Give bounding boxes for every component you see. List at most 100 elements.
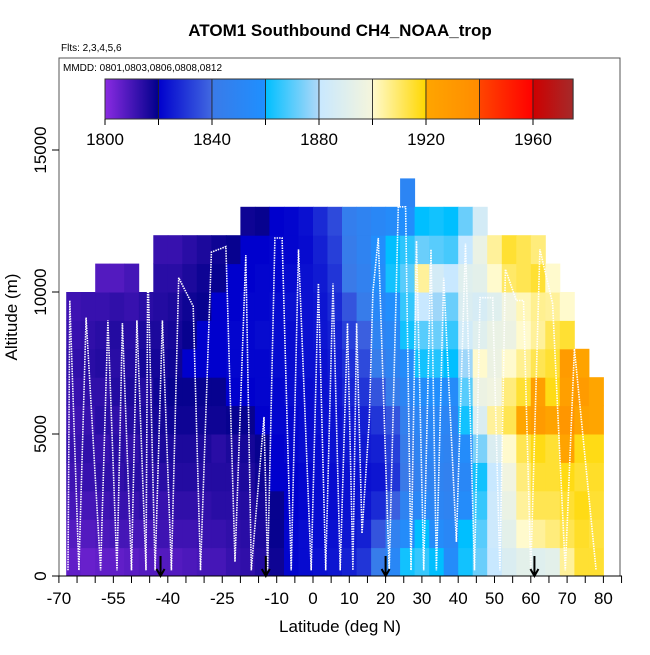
x-tick-label: 50 bbox=[485, 589, 504, 608]
curtain-cell bbox=[240, 462, 256, 492]
curtain-cell bbox=[414, 405, 430, 435]
curtain-cell bbox=[472, 405, 488, 435]
curtain-cell bbox=[400, 263, 416, 293]
curtain-cell bbox=[196, 547, 212, 577]
curtain-cell bbox=[269, 320, 285, 350]
curtain-cell bbox=[487, 490, 503, 520]
curtain-cell bbox=[530, 490, 546, 520]
curtain-cell bbox=[371, 462, 387, 492]
curtain-cell bbox=[167, 405, 183, 435]
curtain-cell bbox=[443, 462, 459, 492]
curtain-cell bbox=[298, 377, 314, 407]
curtain-cell bbox=[153, 490, 169, 520]
curtain-cell bbox=[66, 547, 82, 577]
curtain-cell bbox=[284, 235, 299, 265]
curtain-cell bbox=[167, 462, 183, 492]
curtain-cell bbox=[487, 320, 503, 350]
colorbar-segment bbox=[318, 78, 373, 120]
curtain-cell bbox=[327, 206, 343, 236]
curtain-cell bbox=[240, 490, 256, 520]
curtain-cell bbox=[167, 490, 183, 520]
curtain-cell bbox=[66, 292, 82, 321]
curtain-cell bbox=[182, 547, 198, 577]
curtain-cell bbox=[501, 292, 517, 321]
curtain-cell bbox=[211, 519, 227, 549]
x-tick-label: 10 bbox=[340, 589, 359, 608]
curtain-cell bbox=[472, 263, 488, 293]
curtain-cell bbox=[196, 377, 212, 407]
curtain-cell bbox=[95, 434, 111, 463]
curtain-cell bbox=[298, 348, 314, 378]
curtain-cell bbox=[138, 292, 154, 321]
curtain-cell bbox=[501, 434, 517, 463]
curtain-cell bbox=[167, 519, 183, 549]
curtain-cell bbox=[327, 490, 343, 520]
curtain-cell bbox=[472, 206, 488, 236]
curtain-cell bbox=[254, 462, 270, 492]
curtain-cell bbox=[124, 377, 140, 407]
curtain-cell bbox=[458, 206, 474, 236]
curtain-cell bbox=[574, 377, 590, 407]
curtain-cell bbox=[167, 292, 183, 321]
curtain-cell bbox=[400, 434, 416, 463]
curtain-cell bbox=[545, 490, 561, 520]
curtain-cell bbox=[356, 292, 372, 321]
curtain-cell bbox=[342, 320, 357, 350]
curtain-cell bbox=[254, 405, 270, 435]
curtain-cell bbox=[588, 490, 604, 520]
curtain-cell bbox=[95, 462, 111, 492]
colorbar-segment bbox=[372, 78, 427, 120]
curtain-cell bbox=[458, 320, 474, 350]
curtain-cell bbox=[269, 519, 285, 549]
curtain-cell bbox=[530, 462, 546, 492]
curtain-cell bbox=[269, 490, 285, 520]
curtain-cell bbox=[385, 377, 401, 407]
curtain-cell bbox=[240, 263, 256, 293]
curtain-cell bbox=[342, 263, 357, 293]
curtain-cell bbox=[298, 320, 314, 350]
curtain-cell bbox=[254, 206, 270, 236]
curtain-cell bbox=[313, 206, 328, 236]
curtain-cell bbox=[414, 348, 430, 378]
curtain-cell bbox=[124, 263, 140, 293]
curtain-cell bbox=[298, 547, 314, 577]
curtain-cell bbox=[400, 490, 416, 520]
curtain-cell bbox=[530, 348, 546, 378]
curtain-cell bbox=[167, 434, 183, 463]
curtain-cell bbox=[167, 235, 183, 265]
curtain-cell bbox=[342, 405, 357, 435]
curtain-cell bbox=[443, 519, 459, 549]
curtain-cell bbox=[516, 377, 532, 407]
curtain-cell bbox=[313, 462, 328, 492]
curtain-cell bbox=[153, 292, 169, 321]
curtain-cell bbox=[153, 405, 169, 435]
curtain-cell bbox=[196, 235, 212, 265]
curtain-cell bbox=[211, 292, 227, 321]
curtain-cell bbox=[356, 348, 372, 378]
x-tick-label: 20 bbox=[376, 589, 395, 608]
curtain-cell bbox=[284, 206, 299, 236]
curtain-cell bbox=[588, 405, 604, 435]
curtain-cell bbox=[545, 519, 561, 549]
curtain-cell bbox=[458, 519, 474, 549]
curtain-cell bbox=[371, 405, 387, 435]
curtain-cell bbox=[327, 292, 343, 321]
curtain-cell bbox=[414, 292, 430, 321]
curtain-cell bbox=[574, 547, 590, 577]
curtain-cell bbox=[124, 292, 140, 321]
curtain-cell bbox=[211, 348, 227, 378]
curtain-cell bbox=[167, 377, 183, 407]
curtain-cell bbox=[487, 292, 503, 321]
curtain-cell bbox=[559, 434, 575, 463]
curtain-cell bbox=[458, 462, 474, 492]
curtain-cell bbox=[313, 235, 328, 265]
curtain-cell bbox=[196, 490, 212, 520]
curtain-cell bbox=[472, 348, 488, 378]
curtain-cell bbox=[124, 320, 140, 350]
curtain-cell bbox=[356, 462, 372, 492]
curtain-cell bbox=[298, 519, 314, 549]
curtain-cell bbox=[327, 547, 343, 577]
curtain-cell bbox=[458, 490, 474, 520]
curtain-cell bbox=[371, 348, 387, 378]
curtain-cell bbox=[342, 462, 357, 492]
